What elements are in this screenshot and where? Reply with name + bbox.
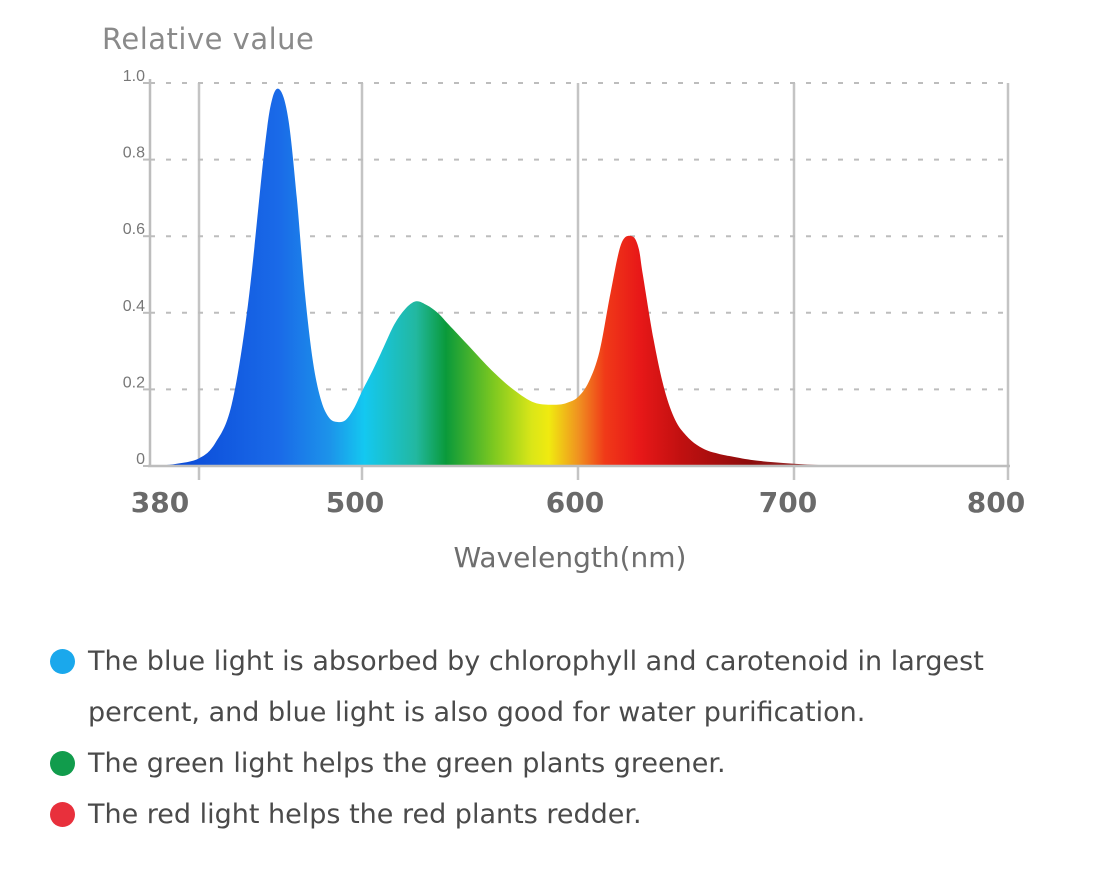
legend-blue-line1: The blue light is absorbed by chlorophyl… xyxy=(88,646,984,677)
legend-item-blue: The blue light is absorbed by chlorophyl… xyxy=(50,636,1090,738)
x-tick-label: 500 xyxy=(326,486,384,519)
legend-red-line1: The red light helps the red plants redde… xyxy=(88,799,642,830)
legend-blue-line2: percent, and blue light is also good for… xyxy=(88,697,866,728)
y-tick-label: 0.8 xyxy=(123,145,145,162)
legend-item-green: The green light helps the green plants g… xyxy=(50,738,1090,789)
red-dot-icon xyxy=(50,802,75,827)
y-tick-label: 0 xyxy=(136,451,145,468)
x-tick-label: 380 xyxy=(131,486,189,519)
x-axis-label: Wavelength(nm) xyxy=(454,541,687,574)
legend-green-line1: The green light helps the green plants g… xyxy=(88,748,726,779)
spectrum-area xyxy=(150,88,880,466)
legend-item-red: The red light helps the red plants redde… xyxy=(50,789,1090,840)
x-tick-label: 800 xyxy=(967,486,1025,519)
legend: The blue light is absorbed by chlorophyl… xyxy=(50,636,1090,840)
axes xyxy=(143,79,1010,468)
green-dot-icon xyxy=(50,751,75,776)
x-tick-labels: 380 500 600 700 800 xyxy=(131,486,1025,519)
blue-dot-icon xyxy=(50,649,75,674)
x-tick-label: 600 xyxy=(546,486,604,519)
y-tick-label: 0.6 xyxy=(123,221,145,238)
y-tick-label: 0.2 xyxy=(123,374,145,391)
y-tick-label: 0.4 xyxy=(123,298,145,315)
y-tick-label: 1.0 xyxy=(123,68,145,85)
y-axis-label: Relative value xyxy=(102,22,314,56)
spectrum-chart: 0 0.2 0.4 0.6 0.8 1.0 380 500 600 700 800 Relativ… xyxy=(102,22,1025,574)
x-tick-label: 700 xyxy=(759,486,817,519)
y-tick-labels: 0 0.2 0.4 0.6 0.8 1.0 xyxy=(123,68,145,468)
